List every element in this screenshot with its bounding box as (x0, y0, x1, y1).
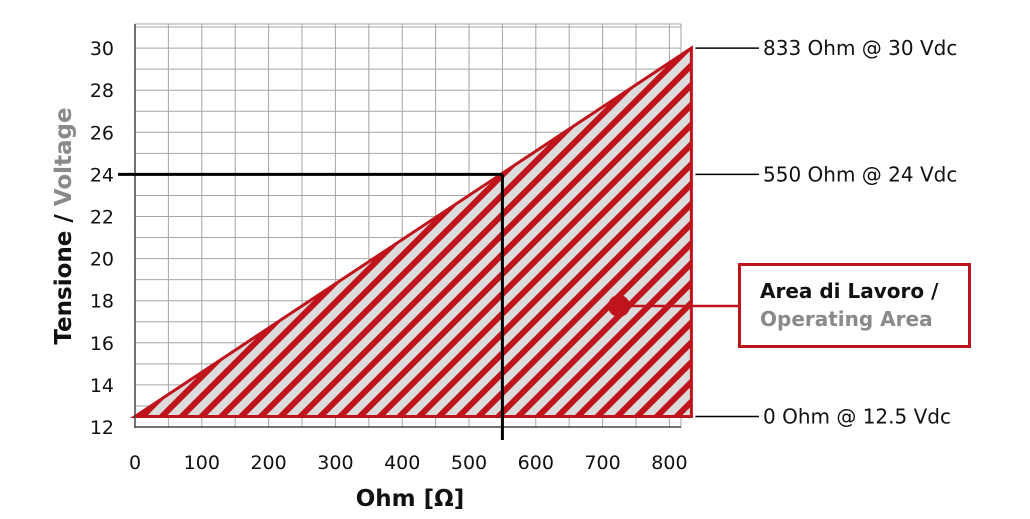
annotation-mid: 550 Ohm @ 24 Vdc (763, 162, 957, 186)
x-axis-title: Ohm [Ω] (356, 486, 464, 512)
legend-line-1: Area di Lavoro / (760, 279, 939, 303)
y-tick-label: 22 (90, 207, 114, 229)
x-tick-label: 600 (518, 452, 554, 474)
x-tick-label: 800 (651, 452, 687, 474)
x-tick-label: 200 (250, 452, 286, 474)
y-axis-title-separator: / (51, 206, 77, 230)
y-axis-title: Tensione / Voltage (51, 107, 77, 344)
x-tick-label: 100 (184, 452, 220, 474)
y-tick-label: 12 (90, 417, 114, 439)
y-tick-labels: 12 14 16 18 20 22 24 26 28 30 (90, 38, 114, 439)
axes (134, 24, 681, 428)
x-tick-label: 300 (317, 452, 353, 474)
x-tick-label: 500 (451, 452, 487, 474)
y-tick-label: 30 (90, 38, 114, 60)
legend-marker (608, 295, 630, 317)
x-tick-label: 700 (584, 452, 620, 474)
y-tick-label: 16 (90, 333, 114, 355)
y-axis-title-part1: Tensione (51, 231, 77, 345)
y-tick-label: 24 (90, 164, 114, 186)
legend-line-2: Operating Area (760, 307, 933, 331)
y-tick-label: 14 (90, 375, 114, 397)
x-tick-labels: 0 100 200 300 400 500 600 700 800 (129, 452, 688, 474)
y-tick-label: 20 (90, 249, 114, 271)
x-tick-label: 400 (384, 452, 420, 474)
y-axis-title-part2: Voltage (51, 107, 77, 206)
legend-operating-area: Area di Lavoro / Operating Area (738, 263, 971, 348)
annotation-top: 833 Ohm @ 30 Vdc (763, 36, 957, 60)
annotation-bottom: 0 Ohm @ 12.5 Vdc (763, 404, 951, 428)
y-tick-label: 18 (90, 291, 114, 313)
x-tick-label: 0 (129, 452, 141, 474)
y-tick-label: 28 (90, 80, 114, 102)
y-tick-label: 26 (90, 122, 114, 144)
operating-area-polygon (130, 45, 693, 418)
